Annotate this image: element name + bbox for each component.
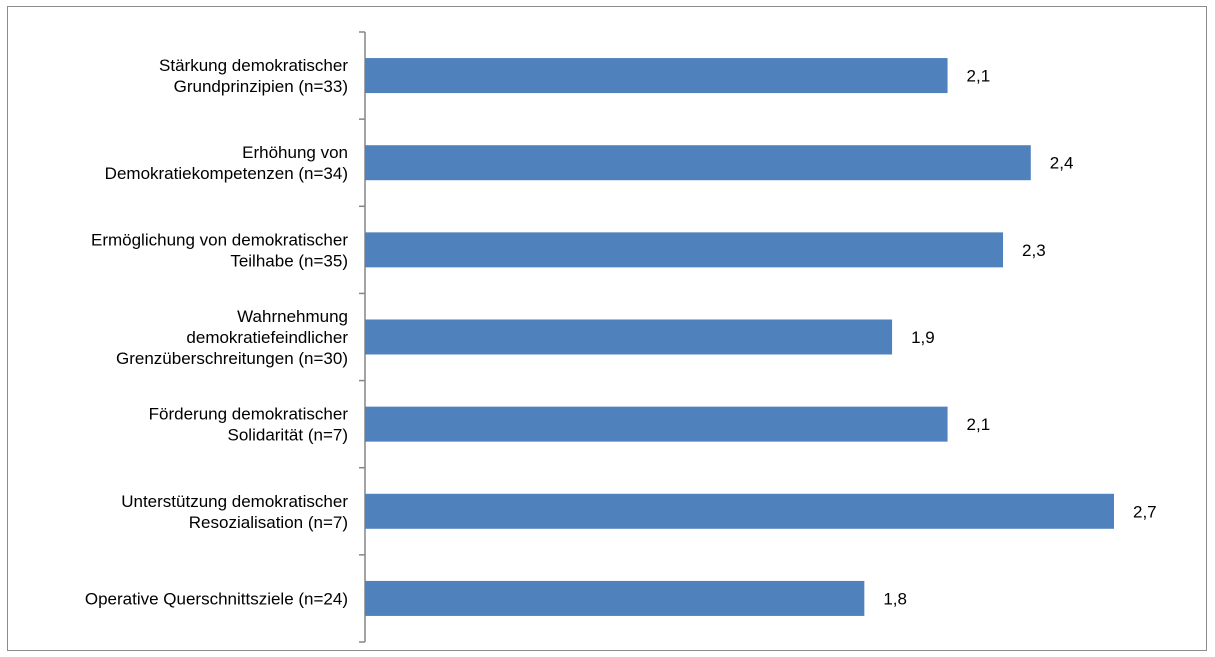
category-label: demokratiefeindlicher: [186, 328, 348, 347]
value-label: 2,1: [967, 415, 991, 434]
bar: [365, 580, 865, 616]
bars: [365, 58, 1114, 616]
bar: [365, 406, 948, 442]
value-label: 1,8: [883, 589, 907, 608]
category-label: Solidarität (n=7): [228, 426, 348, 445]
category-label: Unterstützung demokratischer: [121, 492, 348, 511]
category-label: Teilhabe (n=35): [230, 251, 348, 270]
bar: [365, 319, 893, 355]
value-label: 2,7: [1133, 502, 1157, 521]
category-label: Demokratiekompetenzen (n=34): [105, 164, 348, 183]
value-label: 1,9: [911, 328, 935, 347]
category-label: Grenzüberschreitungen (n=30): [116, 349, 348, 368]
bar: [365, 145, 1031, 181]
value-label: 2,1: [967, 67, 991, 86]
value-label: 2,4: [1050, 154, 1074, 173]
category-label: Wahrnehmung: [237, 307, 348, 326]
category-label: Resozialisation (n=7): [189, 513, 348, 532]
category-label: Ermöglichung von demokratischer: [91, 230, 348, 249]
category-label: Stärkung demokratischer: [159, 56, 348, 75]
bar: [365, 232, 1004, 268]
bar: [365, 493, 1114, 529]
category-label: Operative Querschnittsziele (n=24): [85, 589, 348, 608]
value-labels: 2,1 2,4 2,3 1,9 2,1 2,7 1,8: [883, 67, 1156, 609]
category-label: Förderung demokratischer: [149, 405, 349, 424]
category-label: Erhöhung von: [242, 143, 348, 162]
category-labels: Stärkung demokratischer Grundprinzipien (…: [85, 56, 348, 608]
category-axis: [359, 31, 366, 643]
bar: [365, 58, 948, 94]
value-label: 2,3: [1022, 241, 1046, 260]
category-label: Grundprinzipien (n=33): [174, 77, 348, 96]
